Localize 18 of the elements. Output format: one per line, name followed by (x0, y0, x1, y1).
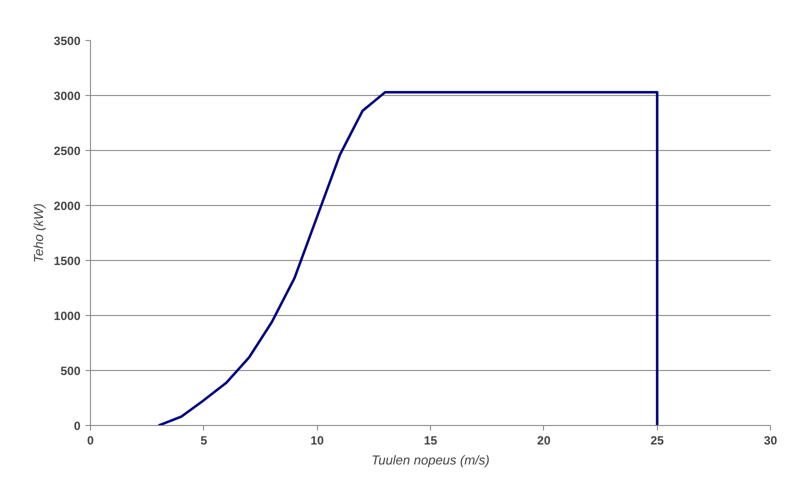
x-tick-label: 20 (537, 434, 551, 448)
y-tick-label: 2500 (54, 144, 81, 158)
x-tick-label: 10 (310, 434, 324, 448)
y-tick-label: 3000 (54, 89, 81, 103)
x-tick-label: 0 (87, 434, 94, 448)
y-tick-label: 0 (74, 419, 81, 433)
y-tick-label: 1000 (54, 309, 81, 323)
y-tick-label: 3500 (54, 34, 81, 48)
y-tick-label: 500 (60, 364, 81, 378)
y-axis-title: Teho (kW) (30, 203, 46, 263)
x-tick-label: 15 (424, 434, 438, 448)
x-tick-label: 30 (764, 434, 778, 448)
y-tick-label: 1500 (54, 254, 81, 268)
x-tick-label: 25 (650, 434, 664, 448)
y-tick-label: 2000 (54, 199, 81, 213)
line-series (157, 90, 658, 426)
x-axis-title: Tuulen nopeus (m/s) (371, 452, 490, 468)
x-tick-label: 5 (200, 434, 208, 448)
